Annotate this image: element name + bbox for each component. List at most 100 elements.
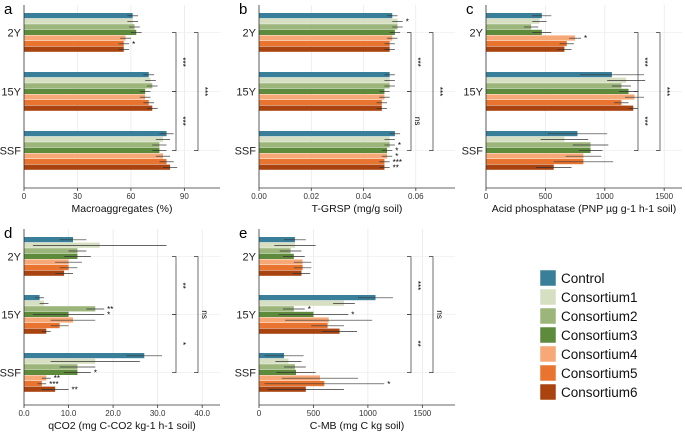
group-label: SSF — [0, 146, 21, 158]
group-label: 15Y — [1, 87, 21, 99]
bracket-label: ns — [200, 310, 209, 318]
significance-marker: ** — [72, 385, 78, 394]
significance-bracket — [194, 256, 199, 373]
bar — [24, 386, 56, 392]
bar — [259, 358, 289, 364]
x-tick-label: 20.0 — [105, 409, 121, 418]
group-label: SSF — [462, 146, 484, 158]
significance-marker: ** — [393, 163, 399, 172]
bar — [259, 364, 295, 370]
bar — [24, 94, 146, 100]
bar — [259, 306, 294, 312]
bar — [486, 29, 542, 35]
bar — [486, 159, 584, 165]
x-tick-label: 1500 — [655, 192, 673, 201]
significance-marker: * — [387, 380, 390, 389]
x-axis-title: qCO2 (mg C-CO2 kg-1 h-1 soil) — [48, 420, 196, 432]
bar — [24, 46, 124, 52]
bar — [259, 253, 294, 259]
legend-swatch — [539, 345, 557, 363]
panel-a: * 2Y 15Y SSF *** *** *** 0 30 60 90 Macroaggregates… — [0, 1, 220, 215]
group-label: SSF — [0, 368, 21, 380]
bar — [259, 35, 393, 41]
bar — [24, 300, 45, 306]
group-label: 2Y — [8, 252, 22, 264]
legend-label: Consortium6 — [561, 385, 638, 400]
bar — [24, 24, 135, 30]
bar — [24, 323, 60, 329]
bar — [259, 164, 385, 170]
bar — [24, 13, 133, 19]
legend-swatch — [539, 326, 557, 344]
significance-marker: * — [398, 141, 401, 150]
bar — [259, 136, 390, 142]
significance-marker: * — [351, 311, 354, 320]
x-tick-label: 1500 — [413, 409, 431, 418]
legend-label: Consortium3 — [561, 328, 638, 343]
bar — [486, 41, 567, 47]
bracket-label: *** — [662, 87, 671, 96]
bar — [259, 259, 303, 265]
x-tick-label: 90 — [180, 192, 189, 201]
panel-label: d — [4, 225, 12, 242]
bar — [24, 147, 160, 153]
x-tick-label: 1000 — [359, 409, 377, 418]
bracket-label: ns — [435, 310, 444, 318]
bar — [259, 147, 388, 153]
bar — [486, 142, 591, 148]
bar — [259, 29, 395, 35]
significance-bracket — [194, 32, 199, 151]
bar — [259, 77, 390, 83]
legend-label: Consortium1 — [561, 290, 638, 305]
bracket-label: * — [178, 342, 187, 345]
significance-marker: ** — [107, 305, 113, 314]
group-label: SSF — [235, 368, 257, 380]
bar — [24, 142, 160, 148]
significance-marker: *** — [393, 158, 402, 167]
bar — [486, 46, 565, 52]
bracket-label: *** — [200, 87, 209, 96]
bar — [486, 100, 622, 106]
group-label: 2Y — [243, 252, 257, 264]
bar — [24, 153, 163, 159]
significance-bracket — [429, 256, 434, 373]
bar — [259, 300, 344, 306]
bar — [24, 369, 78, 375]
group-label: 15Y — [463, 87, 483, 99]
x-tick-label: 60 — [126, 192, 135, 201]
group-label: SSF — [235, 146, 257, 158]
x-tick-label: 0 — [22, 192, 27, 201]
x-tick-label: 40.0 — [194, 409, 210, 418]
legend-swatch — [539, 269, 557, 287]
bracket-label: *** — [178, 116, 187, 125]
bar — [259, 295, 376, 301]
bar — [24, 131, 167, 137]
bar — [259, 323, 328, 329]
bar — [259, 41, 390, 47]
x-tick-label: 0.02 — [303, 192, 319, 201]
legend-label: Control — [561, 271, 605, 286]
bar — [24, 29, 137, 35]
bar — [259, 24, 398, 30]
bracket-label: *** — [435, 87, 444, 96]
significance-bracket — [172, 314, 177, 373]
bar — [24, 317, 73, 323]
bar — [486, 164, 554, 170]
bar — [259, 105, 382, 111]
bar — [486, 94, 635, 100]
bar — [486, 131, 578, 137]
x-tick-label: 10.0 — [61, 409, 77, 418]
bar — [486, 83, 622, 89]
panel-d: 2Y***15Y********SSF***ns0.0 10.0 20.0 30.0 4… — [0, 225, 220, 432]
bar — [486, 35, 576, 41]
bracket-label: *** — [640, 57, 649, 66]
bar — [24, 364, 78, 370]
significance-marker: * — [584, 34, 587, 43]
group-label: 2Y — [8, 28, 22, 40]
significance-bracket — [634, 91, 639, 151]
bar — [24, 259, 69, 265]
group-label: 15Y — [236, 87, 256, 99]
legend-label: Consortium4 — [561, 347, 638, 362]
x-tick-label: 500 — [539, 192, 553, 201]
